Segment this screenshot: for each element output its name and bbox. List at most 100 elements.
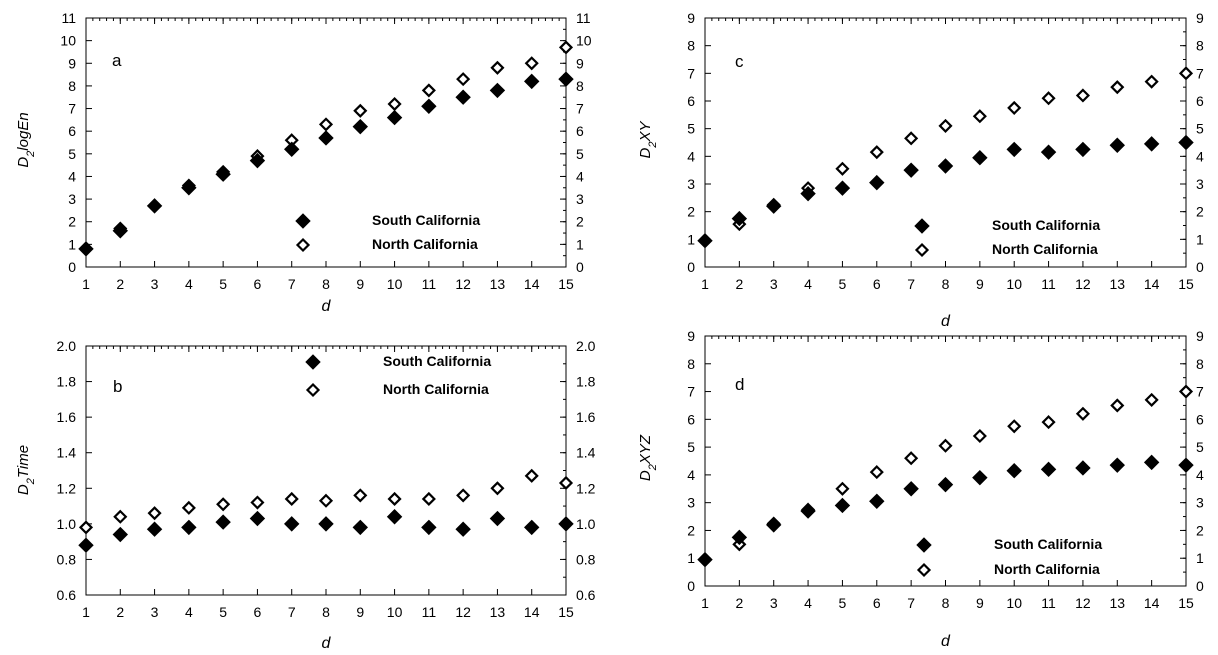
- x-tick-label: 9: [356, 604, 364, 620]
- south-california-point: [903, 162, 919, 178]
- panel-b: 1 2 3 4 5 6 7 8 9 10 11 12 13 14 150.6 0.60.8 0.81.0 1.01…: [15, 338, 596, 652]
- x-tick-label: 15: [1178, 595, 1194, 611]
- south-california-point: [318, 516, 334, 532]
- x-tick-label: 5: [839, 595, 847, 611]
- y-tick-label-right: 8: [1196, 38, 1204, 54]
- y-tick-label-right: 1: [1196, 231, 1204, 247]
- north-california-point: [113, 509, 128, 524]
- x-tick-label: 11: [1041, 276, 1056, 292]
- x-tick-label: 8: [942, 595, 950, 611]
- south-california-point: [697, 551, 713, 568]
- x-tick-label: 11: [422, 276, 437, 292]
- y-tick-label-right: 1.8: [576, 374, 596, 390]
- panel-c: 1 2 3 4 5 6 7 8 9 10 11 12 13 14 150 01 12 23 34 45 56 67 78 89…: [637, 10, 1204, 330]
- north-california-point: [216, 497, 231, 512]
- x-tick-label: 9: [356, 276, 364, 292]
- y-tick-label: 1: [68, 236, 76, 252]
- south-california-point: [112, 223, 128, 239]
- south-california-point: [558, 516, 574, 532]
- y-tick-label-right: 1: [1196, 550, 1204, 566]
- y-tick-label-right: 0: [576, 259, 584, 275]
- y-tick-label-right: 1: [576, 236, 584, 252]
- north-california-point: [972, 428, 987, 444]
- legend-label: North California: [372, 236, 478, 252]
- north-california-point: [1075, 88, 1090, 103]
- x-tick-label: 12: [1075, 276, 1091, 292]
- x-tick-label: 13: [490, 604, 506, 620]
- x-tick-label: 1: [701, 276, 709, 292]
- y-tick-label-right: 3: [576, 191, 584, 207]
- x-tick-label: 1: [82, 276, 90, 292]
- y-tick-label: 1: [687, 550, 695, 566]
- y-tick-label-right: 5: [1196, 439, 1204, 455]
- y-tick-label: 6: [687, 411, 695, 427]
- y-tick-label-right: 5: [1196, 121, 1204, 137]
- x-tick-label: 14: [524, 604, 540, 620]
- south-california-point: [1075, 141, 1091, 158]
- y-tick-label: 3: [687, 176, 695, 192]
- y-tick-label: 7: [687, 384, 695, 400]
- y-tick-label: 6: [687, 93, 695, 109]
- north-california-point: [1041, 91, 1056, 106]
- north-california-point: [1110, 80, 1125, 95]
- x-tick-label: 3: [151, 276, 159, 292]
- south-california-point: [766, 198, 782, 214]
- south-california-point: [731, 210, 748, 227]
- south-california-point: [903, 481, 919, 497]
- legend-marker-south: [914, 218, 930, 234]
- y-tick-label-right: 1.6: [576, 409, 596, 425]
- y-tick-label-right: 2: [1196, 204, 1204, 220]
- north-california-point: [147, 506, 162, 521]
- north-california-point: [456, 72, 471, 87]
- x-tick-label: 9: [976, 276, 984, 292]
- y-tick-label-right: 0: [1196, 259, 1204, 275]
- north-california-point: [938, 118, 953, 133]
- panel-a: 1 2 3 4 5 6 7 8 9 10 11 12 13 14 150 01 12 23 34 45 56 67 78 89…: [15, 10, 592, 315]
- y-tick-label: 1: [687, 231, 695, 247]
- south-california-point: [937, 158, 954, 174]
- legend-label: South California: [992, 217, 1100, 233]
- north-california-point: [456, 488, 471, 503]
- y-tick-label: 7: [687, 65, 695, 81]
- legend-marker-north: [914, 242, 930, 258]
- x-tick-label: 5: [839, 276, 847, 292]
- north-california-point: [1041, 415, 1056, 430]
- y-tick-label: 6: [68, 123, 76, 139]
- x-tick-label: 11: [422, 604, 437, 620]
- y-tick-label: 9: [68, 55, 76, 71]
- x-tick-label: 1: [701, 595, 709, 611]
- y-tick-label: 4: [687, 467, 695, 483]
- legend-marker-north: [295, 237, 311, 253]
- legend-marker-south: [916, 537, 932, 553]
- x-tick-label: 1: [82, 604, 90, 620]
- legend-label: North California: [992, 241, 1098, 257]
- north-california-point: [904, 451, 919, 466]
- y-tick-label: 5: [687, 121, 695, 137]
- south-california-point: [386, 109, 403, 126]
- south-california-point: [1143, 454, 1160, 471]
- x-tick-label: 3: [770, 276, 778, 292]
- y-tick-label-right: 5: [576, 146, 584, 162]
- north-california-point: [387, 491, 402, 507]
- y-tick-label: 1.4: [57, 445, 77, 461]
- panel-label: d: [735, 375, 744, 394]
- north-california-point: [558, 475, 574, 491]
- x-tick-label: 13: [490, 276, 506, 292]
- y-tick-label-right: 6: [576, 123, 584, 139]
- x-tick-label: 10: [1006, 276, 1022, 292]
- x-tick-label: 11: [1041, 595, 1056, 611]
- y-tick-label: 2.0: [57, 338, 77, 354]
- y-tick-label: 9: [687, 10, 695, 26]
- x-tick-label: 2: [735, 595, 743, 611]
- north-california-point: [835, 481, 850, 496]
- south-california-point: [215, 166, 231, 182]
- x-tick-label: 6: [254, 276, 262, 292]
- x-tick-label: 14: [1144, 276, 1160, 292]
- panel-label: a: [112, 51, 122, 70]
- south-california-point: [937, 476, 954, 493]
- y-tick-label: 5: [687, 439, 695, 455]
- y-tick-label-right: 2.0: [576, 338, 596, 354]
- y-tick-label-right: 6: [1196, 93, 1204, 109]
- north-california-point: [1007, 419, 1022, 434]
- x-tick-label: 15: [558, 276, 574, 292]
